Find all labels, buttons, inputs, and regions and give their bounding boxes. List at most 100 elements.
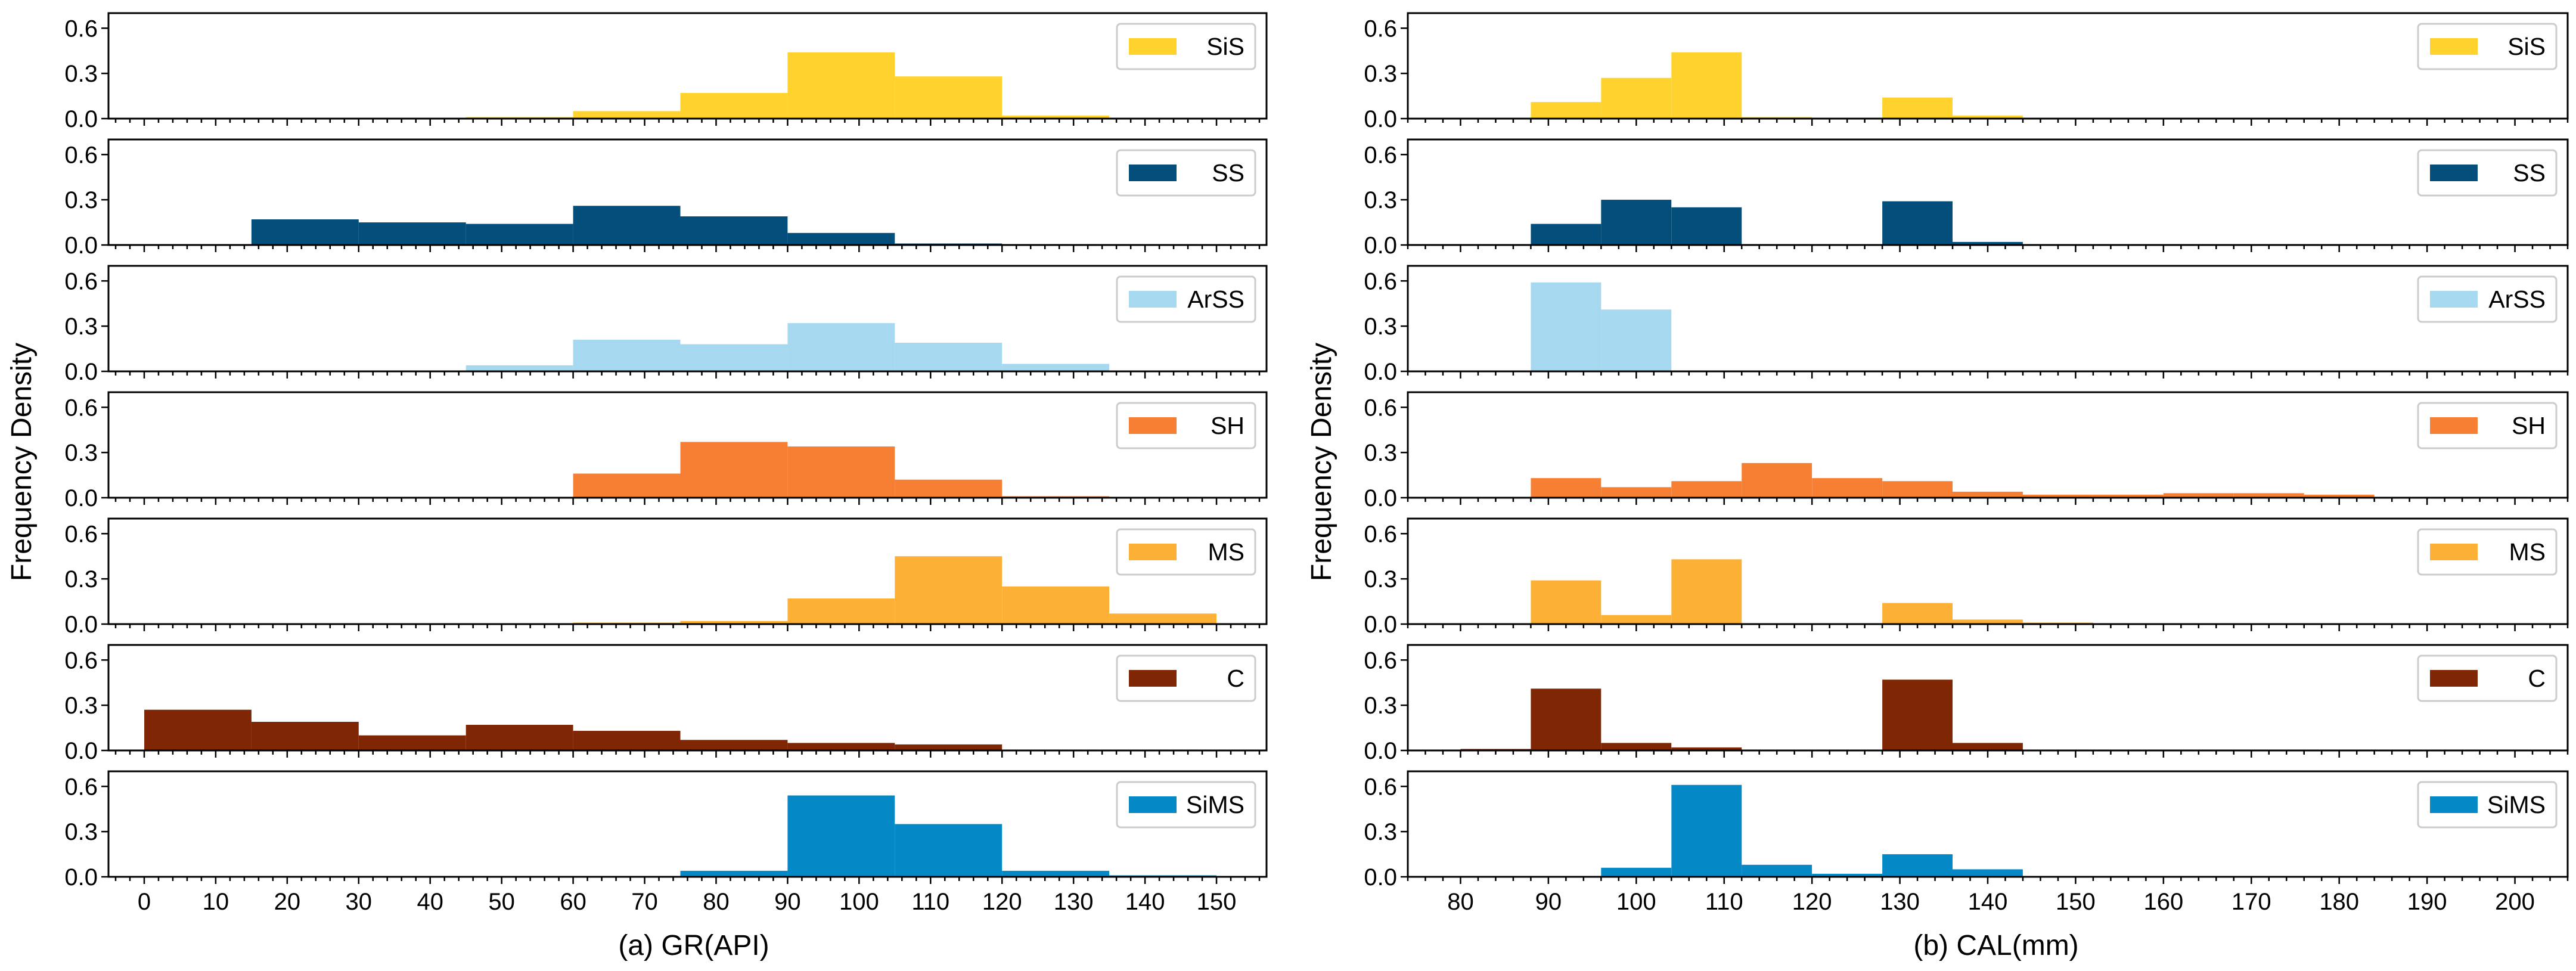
bar-gr-ss-4	[573, 206, 681, 245]
legend-swatch-ss	[1129, 165, 1177, 181]
y-tick-label-gr-ss-2: 0.6	[64, 142, 98, 168]
bar-cal-c-4	[1671, 747, 1742, 750]
y-tick-label-cal-ss-1: 0.3	[1364, 187, 1397, 213]
y-tick-label-gr-ms-0: 0.0	[64, 612, 98, 638]
panel-gr-sis: 0.0 0.3 0.6 SiS	[64, 12, 1268, 132]
x-tick-label-gr-15: 150	[1197, 889, 1237, 915]
legend-box	[1116, 528, 1256, 576]
y-tick-label-cal-ms-0: 0.0	[1364, 612, 1397, 638]
y-tick-label-gr-arss-2: 0.6	[64, 268, 98, 294]
y-tick-label-gr-ss-0: 0.0	[64, 232, 98, 259]
x-tick-label-cal-0: 80	[1447, 889, 1474, 915]
legend-cal-sis: SiS	[2417, 23, 2558, 70]
legend-label-sh: SH	[1211, 412, 1244, 439]
legend-box	[1116, 654, 1256, 702]
legend-gr-ss: SS	[1116, 149, 1256, 197]
bar-gr-ss-6	[787, 232, 895, 245]
bar-gr-c-1	[251, 722, 359, 750]
bar-gr-ss-3	[465, 224, 573, 245]
x-tick-label-gr-1: 10	[203, 889, 229, 915]
bar-gr-c-6	[787, 743, 895, 750]
y-tick-label-cal-sh-1: 0.3	[1364, 440, 1397, 466]
y-tick-label-cal-sh-0: 0.0	[1364, 485, 1397, 511]
legend-gr-sis: SiS	[1116, 23, 1256, 70]
legend-swatch-ms	[1129, 544, 1177, 560]
bar-gr-ms-9	[1109, 613, 1216, 624]
y-tick-label-gr-sh-2: 0.6	[64, 395, 98, 421]
axes-frame-cal-sims	[1407, 770, 2569, 878]
bar-cal-ms-8	[1953, 619, 2023, 624]
x-tick-label-cal-8: 160	[2143, 889, 2183, 915]
bar-cal-sh-9	[2023, 494, 2093, 498]
legend-cal-sh: SH	[2417, 402, 2558, 449]
legend-swatch-sis	[2430, 38, 2478, 55]
legend-box	[2417, 275, 2558, 323]
y-tick-label-gr-arss-0: 0.0	[64, 359, 98, 385]
legend-box	[1116, 275, 1256, 323]
panel-cal-c: 0.0 0.3 0.6 C	[1364, 644, 2569, 764]
bar-cal-sh-10	[2093, 494, 2164, 498]
y-tick-label-gr-arss-1: 0.3	[64, 314, 98, 340]
bar-cal-ms-4	[1671, 559, 1742, 624]
bar-gr-sh-7	[895, 479, 1003, 498]
bar-cal-sims-6	[1812, 873, 1883, 877]
legend-gr-c: C	[1116, 654, 1256, 702]
legend-swatch-sims	[1129, 796, 1177, 813]
panel-gr-sh: 0.0 0.3 0.6 SH	[64, 391, 1268, 511]
y-tick-label-cal-c-0: 0.0	[1364, 738, 1397, 764]
bar-gr-c-4	[573, 731, 681, 750]
y-tick-label-gr-c-2: 0.6	[64, 647, 98, 674]
legend-swatch-c	[2430, 670, 2478, 687]
legend-cal-ms: MS	[2417, 528, 2558, 576]
bar-gr-arss-4	[573, 339, 681, 371]
x-axis-title-gr: (a) GR(API)	[618, 930, 769, 961]
legend-label-arss: ArSS	[2488, 286, 2546, 313]
bar-cal-ss-7	[1882, 201, 1953, 245]
x-tick-label-gr-0: 0	[138, 889, 151, 915]
bar-gr-sims-6	[787, 795, 895, 877]
bar-cal-c-8	[1953, 743, 2023, 750]
x-tick-label-gr-10: 100	[839, 889, 879, 915]
y-tick-label-cal-arss-1: 0.3	[1364, 314, 1397, 340]
bar-gr-sims-7	[895, 824, 1003, 877]
legend-label-ss: SS	[1212, 159, 1244, 187]
legend-label-arss: ArSS	[1187, 286, 1244, 313]
bar-gr-arss-5	[680, 344, 788, 371]
y-tick-label-gr-c-1: 0.3	[64, 693, 98, 719]
x-tick-label-gr-7: 70	[631, 889, 658, 915]
x-tick-label-cal-10: 180	[2319, 889, 2359, 915]
bar-cal-c-2	[1531, 688, 1602, 750]
legend-swatch-arss	[2430, 291, 2478, 308]
y-tick-label-gr-ss-1: 0.3	[64, 187, 98, 213]
y-tick-label-gr-ms-2: 0.6	[64, 521, 98, 547]
bar-gr-arss-3	[465, 365, 573, 371]
y-tick-label-cal-ss-0: 0.0	[1364, 232, 1397, 259]
bar-cal-sh-11	[2163, 493, 2234, 498]
y-tick-label-cal-sims-2: 0.6	[1364, 774, 1397, 800]
bar-gr-ms-6	[787, 598, 895, 624]
legend-cal-ss: SS	[2417, 149, 2558, 197]
bar-gr-c-3	[465, 725, 573, 750]
legend-box	[2417, 781, 2558, 829]
x-tick-label-gr-4: 40	[417, 889, 443, 915]
bar-cal-sis-4	[1671, 52, 1742, 119]
bar-gr-arss-8	[1002, 364, 1110, 371]
bar-gr-sis-5	[680, 93, 788, 119]
y-tick-label-cal-c-2: 0.6	[1364, 647, 1397, 674]
bar-cal-ms-2	[1531, 580, 1602, 624]
legend-box	[1116, 149, 1256, 197]
legend-label-sis: SiS	[2507, 33, 2546, 60]
bar-cal-sh-4	[1671, 481, 1742, 498]
legend-box	[2417, 402, 2558, 449]
y-axis-title-left: Frequency Density	[6, 343, 38, 581]
x-tick-label-gr-2: 20	[274, 889, 301, 915]
bar-gr-sis-7	[895, 76, 1003, 119]
x-tick-label-cal-5: 130	[1880, 889, 1920, 915]
axes-frame-gr-sims	[107, 770, 1268, 878]
y-tick-label-cal-arss-0: 0.0	[1364, 359, 1397, 385]
x-axis-title-cal: (b) CAL(mm)	[1913, 930, 2078, 961]
x-tick-label-cal-2: 100	[1616, 889, 1656, 915]
x-tick-label-cal-3: 110	[1705, 889, 1743, 915]
panel-cal-sh: 0.0 0.3 0.6 SH	[1364, 391, 2569, 511]
y-tick-label-gr-sis-0: 0.0	[64, 106, 98, 132]
